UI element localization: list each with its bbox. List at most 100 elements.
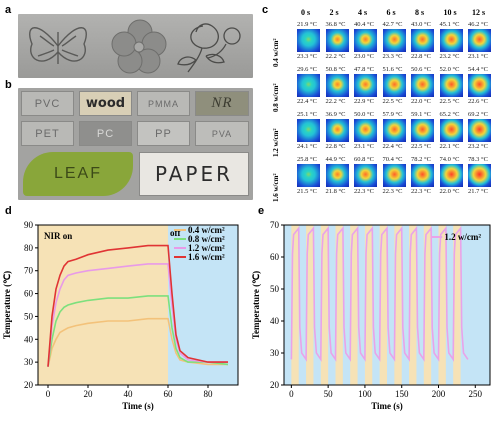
power-row-label: 1.6 w/cm²: [272, 173, 280, 202]
nir-on-band: [379, 225, 387, 385]
thermal-image: [382, 164, 406, 187]
x-tick-label: 100: [358, 389, 372, 399]
rose-cutout-icon: [177, 23, 241, 73]
nir-on-band: [364, 225, 373, 385]
max-temp-label: 43.0 °C: [411, 21, 431, 28]
thermal-image: [354, 164, 377, 187]
min-temp-label: 21.5 °C: [297, 188, 317, 195]
time-header: 0 s: [301, 8, 311, 17]
tile-label: PP: [155, 127, 172, 140]
nir-on-region: [38, 225, 168, 385]
y-tick-label: 40: [270, 316, 280, 326]
min-temp-label: 22.2 °C: [325, 53, 346, 60]
thermal-image: [439, 29, 463, 52]
legend-label-3: 1.6 w/cm²: [188, 252, 225, 262]
tile-label: LEAF: [53, 165, 102, 182]
tile-label: PMMA: [148, 98, 179, 109]
min-temp-label: 22.8 °C: [411, 53, 431, 60]
max-temp-label: 45.1 °C: [439, 21, 460, 28]
tile-pet: PET: [21, 121, 74, 146]
min-temp-label: 22.4 °C: [382, 143, 403, 150]
tile-label: PET: [35, 127, 60, 140]
x-tick-label: 20: [84, 389, 94, 399]
max-temp-label: 74.0 °C: [439, 156, 460, 163]
x-tick-label: 60: [164, 389, 174, 399]
panel-label-e: e: [258, 205, 265, 217]
thermal-image: [325, 164, 349, 187]
power-row-label: 0.8 w/cm²: [272, 83, 280, 112]
max-temp-label: 50.6 °C: [411, 66, 431, 73]
tile-label: PAPER: [154, 162, 234, 186]
min-temp-label: 22.5 °C: [411, 143, 431, 150]
thermal-image: [354, 119, 377, 142]
thermal-image: [411, 164, 434, 187]
series-line-2: [47, 263, 228, 367]
series-line-1: [47, 295, 229, 367]
min-temp-label: 23.1 °C: [354, 143, 374, 150]
max-temp-label: 57.9 °C: [382, 111, 403, 118]
min-temp-label: 21.8 °C: [325, 188, 346, 195]
time-header: 10 s: [443, 8, 457, 17]
y-tick-label: 60: [270, 252, 280, 262]
tile-pp: PP: [137, 121, 190, 146]
max-temp-label: 40.4 °C: [354, 21, 374, 28]
tile-pva: PVA: [195, 121, 249, 146]
thermal-image: [439, 74, 463, 97]
legend-label-0: 0.4 w/cm²: [188, 225, 225, 235]
min-temp-label: 22.4 °C: [297, 98, 317, 105]
max-temp-label: 42.7 °C: [382, 21, 403, 28]
x-tick-label: 0: [289, 389, 294, 399]
panel-b-photo: PVC wood PMMA NR PET PC PP PVA LEAF PAPE…: [18, 88, 253, 200]
time-header: 2 s: [329, 8, 339, 17]
thermal-image: [354, 74, 377, 97]
max-temp-label: 50.8 °C: [325, 66, 346, 73]
time-header: 12 s: [472, 8, 486, 17]
min-temp-label: 22.9 °C: [354, 98, 374, 105]
min-temp-label: 24.1 °C: [297, 143, 317, 150]
series-line-0: [47, 317, 228, 367]
tile-label: NR: [211, 95, 233, 111]
thermal-image: [439, 119, 463, 142]
thermal-image: [411, 29, 434, 52]
chart-d: 0 20 40 60 80 20 30 40 50 60 70 80 90 Time (s) Tempera…: [2, 220, 239, 411]
time-header: 4 s: [358, 8, 368, 17]
max-temp-label: 60.8 °C: [354, 156, 374, 163]
x-tick-label: 150: [395, 389, 409, 399]
thermal-image: [382, 119, 406, 142]
nir-on-band: [350, 225, 358, 385]
max-temp-label: 36.9 °C: [325, 111, 346, 118]
y-tick-label: 20: [270, 380, 280, 390]
y-tick-label: 70: [270, 220, 280, 230]
min-temp-label: 22.6 °C: [468, 98, 488, 105]
flower-cutout-icon: [111, 19, 167, 74]
y-tick-label: 80: [24, 243, 34, 253]
max-temp-label: 36.8 °C: [325, 21, 346, 28]
max-temp-label: 59.1 °C: [411, 111, 431, 118]
min-temp-label: 22.5 °C: [382, 98, 403, 105]
legend-label: 1.2 w/cm²: [444, 232, 481, 242]
nir-off-annotation: off: [170, 228, 181, 238]
min-temp-label: 23.2 °C: [439, 53, 460, 60]
nir-on-band: [291, 225, 299, 385]
min-temp-label: 21.7 °C: [468, 188, 488, 195]
thermal-image: [468, 74, 491, 97]
y-tick-label: 60: [24, 289, 34, 299]
max-temp-label: 50.0 °C: [354, 111, 374, 118]
y-tick-label: 50: [270, 284, 280, 294]
min-temp-label: 22.3 °C: [354, 188, 374, 195]
thermal-image: [468, 119, 491, 142]
nir-on-band: [335, 225, 343, 385]
min-temp-label: 22.8 °C: [325, 143, 346, 150]
nir-on-band: [306, 225, 314, 385]
max-temp-label: 47.8 °C: [354, 66, 374, 73]
max-temp-label: 69.2 °C: [468, 111, 488, 118]
thermal-image: [297, 74, 320, 97]
max-temp-label: 46.2 °C: [468, 21, 488, 28]
panel-label-b: b: [5, 79, 12, 91]
thermal-image: [468, 164, 491, 187]
power-row-label: 1.2 w/cm²: [272, 128, 280, 157]
y-axis-title: Temperature (℃): [2, 271, 12, 339]
thermal-image: [382, 74, 406, 97]
max-temp-label: 70.4 °C: [382, 156, 403, 163]
thermal-image: [382, 29, 406, 52]
